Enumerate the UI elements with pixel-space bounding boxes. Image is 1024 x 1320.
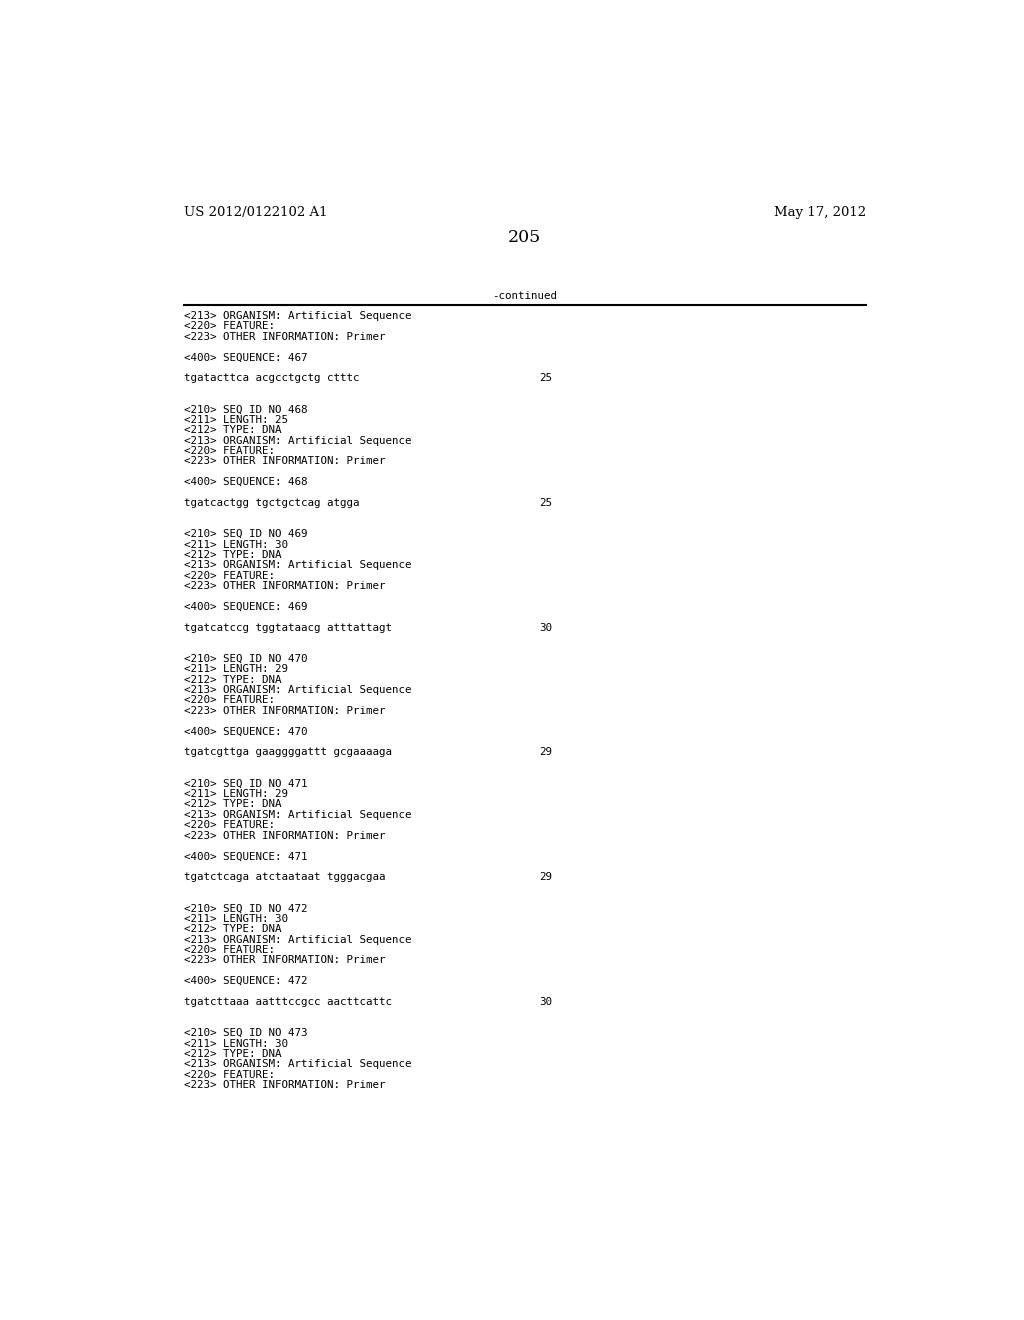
- Text: 25: 25: [539, 374, 552, 383]
- Text: <212> TYPE: DNA: <212> TYPE: DNA: [183, 1049, 282, 1059]
- Text: tgatcatccg tggtataacg atttattagt: tgatcatccg tggtataacg atttattagt: [183, 623, 392, 632]
- Text: <220> FEATURE:: <220> FEATURE:: [183, 446, 274, 455]
- Text: US 2012/0122102 A1: US 2012/0122102 A1: [183, 206, 328, 219]
- Text: <220> FEATURE:: <220> FEATURE:: [183, 1069, 274, 1080]
- Text: <210> SEQ ID NO 472: <210> SEQ ID NO 472: [183, 903, 307, 913]
- Text: <223> OTHER INFORMATION: Primer: <223> OTHER INFORMATION: Primer: [183, 830, 385, 841]
- Text: <220> FEATURE:: <220> FEATURE:: [183, 945, 274, 954]
- Text: <211> LENGTH: 30: <211> LENGTH: 30: [183, 913, 288, 924]
- Text: tgatacttca acgcctgctg ctttc: tgatacttca acgcctgctg ctttc: [183, 374, 359, 383]
- Text: <223> OTHER INFORMATION: Primer: <223> OTHER INFORMATION: Primer: [183, 331, 385, 342]
- Text: <210> SEQ ID NO 469: <210> SEQ ID NO 469: [183, 529, 307, 539]
- Text: -continued: -continued: [493, 290, 557, 301]
- Text: <400> SEQUENCE: 472: <400> SEQUENCE: 472: [183, 977, 307, 986]
- Text: <220> FEATURE:: <220> FEATURE:: [183, 820, 274, 830]
- Text: <210> SEQ ID NO 470: <210> SEQ ID NO 470: [183, 653, 307, 664]
- Text: <400> SEQUENCE: 471: <400> SEQUENCE: 471: [183, 851, 307, 862]
- Text: <213> ORGANISM: Artificial Sequence: <213> ORGANISM: Artificial Sequence: [183, 685, 412, 696]
- Text: tgatctcaga atctaataat tgggacgaa: tgatctcaga atctaataat tgggacgaa: [183, 873, 385, 882]
- Text: <220> FEATURE:: <220> FEATURE:: [183, 321, 274, 331]
- Text: <220> FEATURE:: <220> FEATURE:: [183, 696, 274, 705]
- Text: <213> ORGANISM: Artificial Sequence: <213> ORGANISM: Artificial Sequence: [183, 1059, 412, 1069]
- Text: <210> SEQ ID NO 471: <210> SEQ ID NO 471: [183, 779, 307, 788]
- Text: <400> SEQUENCE: 469: <400> SEQUENCE: 469: [183, 602, 307, 612]
- Text: <223> OTHER INFORMATION: Primer: <223> OTHER INFORMATION: Primer: [183, 581, 385, 591]
- Text: <211> LENGTH: 30: <211> LENGTH: 30: [183, 1039, 288, 1048]
- Text: <213> ORGANISM: Artificial Sequence: <213> ORGANISM: Artificial Sequence: [183, 935, 412, 945]
- Text: <210> SEQ ID NO 468: <210> SEQ ID NO 468: [183, 404, 307, 414]
- Text: <211> LENGTH: 30: <211> LENGTH: 30: [183, 540, 288, 549]
- Text: 30: 30: [539, 623, 552, 632]
- Text: <223> OTHER INFORMATION: Primer: <223> OTHER INFORMATION: Primer: [183, 956, 385, 965]
- Text: <213> ORGANISM: Artificial Sequence: <213> ORGANISM: Artificial Sequence: [183, 312, 412, 321]
- Text: tgatcgttga gaaggggattt gcgaaaaga: tgatcgttga gaaggggattt gcgaaaaga: [183, 747, 392, 758]
- Text: <213> ORGANISM: Artificial Sequence: <213> ORGANISM: Artificial Sequence: [183, 810, 412, 820]
- Text: <210> SEQ ID NO 473: <210> SEQ ID NO 473: [183, 1028, 307, 1038]
- Text: <211> LENGTH: 25: <211> LENGTH: 25: [183, 414, 288, 425]
- Text: <211> LENGTH: 29: <211> LENGTH: 29: [183, 789, 288, 799]
- Text: tgatcactgg tgctgctcag atgga: tgatcactgg tgctgctcag atgga: [183, 498, 359, 508]
- Text: <211> LENGTH: 29: <211> LENGTH: 29: [183, 664, 288, 675]
- Text: <400> SEQUENCE: 467: <400> SEQUENCE: 467: [183, 352, 307, 363]
- Text: 29: 29: [539, 747, 552, 758]
- Text: <213> ORGANISM: Artificial Sequence: <213> ORGANISM: Artificial Sequence: [183, 561, 412, 570]
- Text: <212> TYPE: DNA: <212> TYPE: DNA: [183, 924, 282, 935]
- Text: <400> SEQUENCE: 470: <400> SEQUENCE: 470: [183, 726, 307, 737]
- Text: 30: 30: [539, 997, 552, 1007]
- Text: 25: 25: [539, 498, 552, 508]
- Text: <223> OTHER INFORMATION: Primer: <223> OTHER INFORMATION: Primer: [183, 457, 385, 466]
- Text: <212> TYPE: DNA: <212> TYPE: DNA: [183, 800, 282, 809]
- Text: <212> TYPE: DNA: <212> TYPE: DNA: [183, 675, 282, 685]
- Text: <400> SEQUENCE: 468: <400> SEQUENCE: 468: [183, 478, 307, 487]
- Text: <212> TYPE: DNA: <212> TYPE: DNA: [183, 550, 282, 560]
- Text: tgatcttaaa aatttccgcc aacttcattc: tgatcttaaa aatttccgcc aacttcattc: [183, 997, 392, 1007]
- Text: <212> TYPE: DNA: <212> TYPE: DNA: [183, 425, 282, 436]
- Text: <223> OTHER INFORMATION: Primer: <223> OTHER INFORMATION: Primer: [183, 1080, 385, 1090]
- Text: <223> OTHER INFORMATION: Primer: <223> OTHER INFORMATION: Primer: [183, 706, 385, 715]
- Text: May 17, 2012: May 17, 2012: [774, 206, 866, 219]
- Text: <220> FEATURE:: <220> FEATURE:: [183, 570, 274, 581]
- Text: 205: 205: [508, 230, 542, 247]
- Text: 29: 29: [539, 873, 552, 882]
- Text: <213> ORGANISM: Artificial Sequence: <213> ORGANISM: Artificial Sequence: [183, 436, 412, 446]
